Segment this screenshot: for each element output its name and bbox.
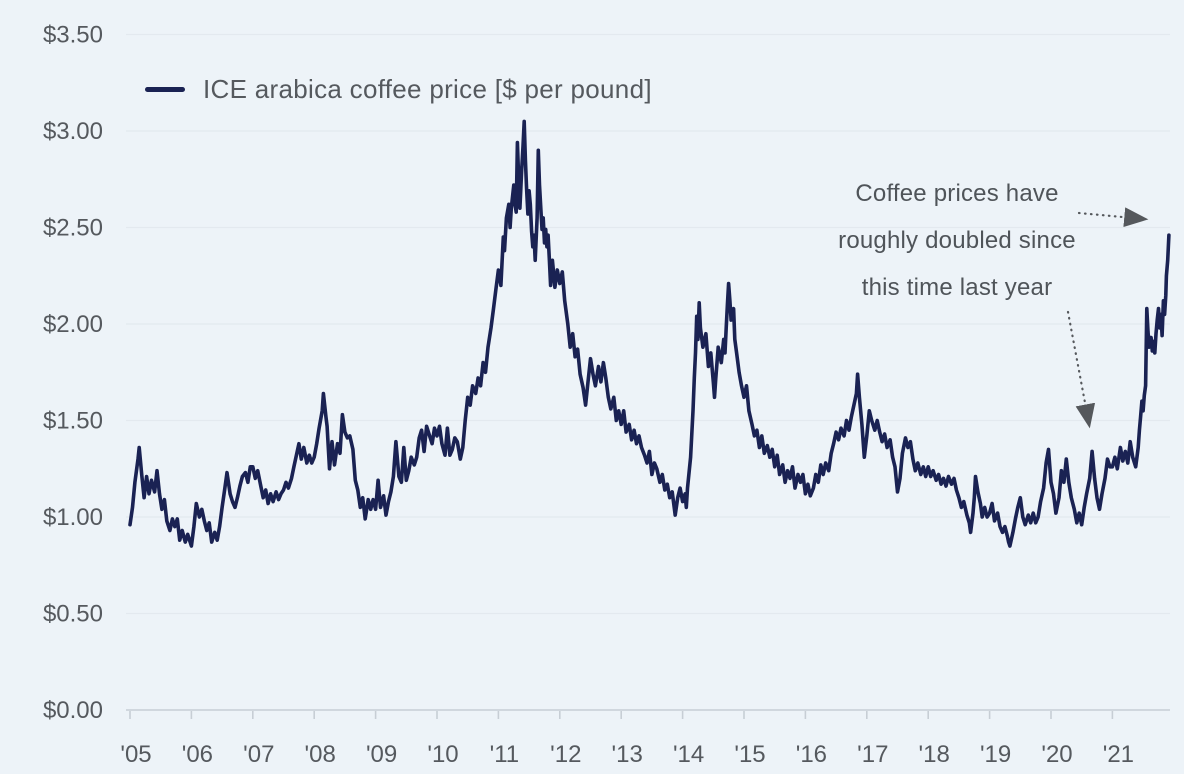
x-axis-tick-label: '15 [734, 741, 765, 768]
price-line-series [128, 119, 1171, 548]
x-axis-tick-label: '06 [182, 741, 213, 768]
x-axis-tick-label: '09 [366, 741, 397, 768]
x-axis-tick-label: '05 [120, 741, 151, 768]
y-axis-tick-label: $2.00 [43, 311, 103, 338]
x-axis-tick-label: '07 [243, 741, 274, 768]
x-axis-tick-label: '11 [490, 741, 520, 768]
annotation-line-1: Coffee prices have [855, 180, 1059, 207]
x-axis-tick-label: '20 [1041, 741, 1072, 768]
x-axis-tick-label: '08 [305, 741, 336, 768]
y-axis-tick-label: $1.50 [43, 408, 103, 435]
x-axis-tick-label: '17 [857, 741, 888, 768]
legend: ICE arabica coffee price [$ per pound] [145, 74, 652, 105]
annotation-line-2: roughly doubled since [838, 227, 1076, 254]
x-axis-tick-label: '18 [919, 741, 950, 768]
x-axis-tick-label: '10 [427, 741, 458, 768]
arrow-to-last-year-price-icon [1066, 310, 1096, 429]
x-axis-tick-label: '16 [796, 741, 827, 768]
arrow-to-current-peak-icon [1077, 207, 1149, 228]
annotation-callout: Coffee prices have roughly doubled since… [822, 170, 1092, 311]
x-axis-tick-label: '14 [673, 741, 704, 768]
x-axis-tick-label: '12 [550, 741, 581, 768]
plot-area: $0.00 $0.50 $1.00 $1.50 $2.00 $2.50 $3.00 $3.50… [43, 22, 1171, 768]
y-axis-tick-label: $3.00 [43, 118, 103, 145]
x-axis-tick-label: '13 [612, 741, 643, 768]
y-axis-tick-label: $3.50 [43, 22, 103, 49]
annotation-line-3: this time last year [861, 274, 1053, 301]
legend-line-swatch [145, 87, 185, 92]
y-axis-tick-label: $0.00 [43, 697, 103, 724]
y-axis-tick-label: $2.50 [43, 215, 103, 242]
x-axis-tick-label: '21 [1103, 741, 1134, 768]
legend-label: ICE arabica coffee price [$ per pound] [203, 74, 652, 104]
x-axis-tick-label: '19 [980, 741, 1011, 768]
y-axis-tick-label: $0.50 [43, 601, 103, 628]
annotation-arrows [1066, 207, 1149, 429]
y-axis-tick-label: $1.00 [43, 504, 103, 531]
